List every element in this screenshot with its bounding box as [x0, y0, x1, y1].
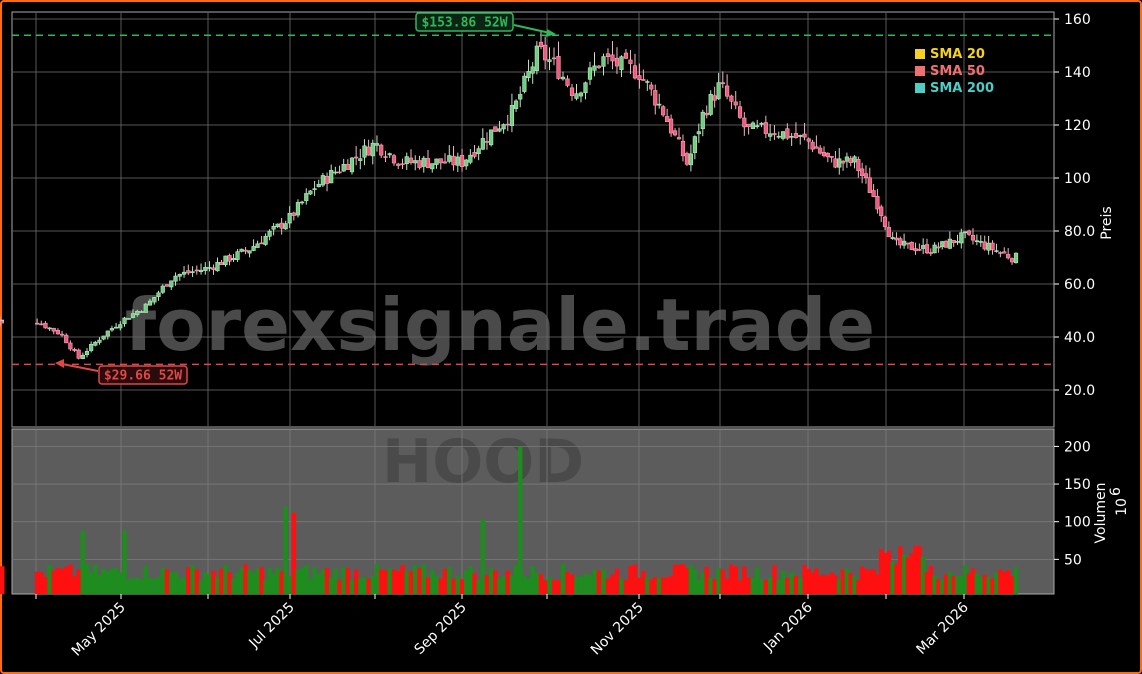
volume-y-tick: 200	[1064, 439, 1091, 455]
price-y-tick: 40.0	[1064, 330, 1095, 346]
volume-unit-label: 10 6	[1108, 487, 1130, 516]
legend-label-sma50: SMA 50	[930, 64, 985, 79]
high-52w-label: $153.86 52W	[421, 16, 507, 31]
price-y-axis: 20.0 40.0 60.0 80.0 100 120 140 160	[1053, 12, 1095, 427]
x-tick-label: Nov 2025	[588, 600, 647, 659]
price-y-tick: 120	[1064, 118, 1091, 134]
legend-label-sma200: SMA 200	[930, 81, 994, 96]
price-y-tick: 160	[1064, 12, 1091, 28]
price-axis-title: Preis	[1099, 206, 1115, 239]
watermark-text: forexsignale.trade	[125, 283, 875, 367]
x-tick-label: Sep 2025	[412, 600, 470, 658]
svg-text:10: 10	[1114, 498, 1130, 516]
x-tick-label: Jan 2026	[760, 599, 816, 655]
legend: SMA 20 SMA 50 SMA 200	[915, 47, 994, 96]
ticker-watermark: HOOD	[382, 427, 584, 497]
legend-label-sma20: SMA 20	[930, 47, 985, 62]
price-y-tick: 80.0	[1064, 224, 1095, 240]
high-52w-annotation: $153.86 52W	[415, 12, 556, 37]
price-y-tick: 140	[1064, 65, 1091, 81]
volume-bars	[0, 446, 1019, 594]
volume-y-tick: 150	[1064, 477, 1091, 493]
volume-axis-title: Volumen	[1093, 483, 1109, 544]
legend-swatch-sma20	[915, 49, 925, 59]
high-52w-arrow	[513, 24, 551, 34]
x-axis: May 2025 Jul 2025 Sep 2025 Nov 2025 Jan 2026…	[35, 594, 972, 660]
x-tick-label: May 2025	[69, 600, 129, 660]
price-y-tick: 60.0	[1064, 277, 1095, 293]
x-tick-label: Jul 2025	[246, 600, 298, 652]
volume-y-tick: 100	[1064, 515, 1091, 531]
price-y-tick: 20.0	[1064, 383, 1095, 399]
low-52w-annotation: $29.66 52W	[55, 359, 188, 385]
x-tick-label: Mar 2026	[913, 599, 971, 657]
volume-y-tick: 50	[1064, 552, 1082, 568]
candlesticks	[0, 30, 1019, 360]
svg-text:6: 6	[1108, 487, 1124, 496]
low-52w-arrow	[61, 363, 99, 372]
price-y-tick: 100	[1064, 171, 1091, 187]
legend-swatch-sma200	[915, 83, 925, 93]
low-52w-label: $29.66 52W	[104, 369, 182, 384]
legend-swatch-sma50	[915, 66, 925, 76]
volume-y-axis: 50 100 150 200	[1054, 439, 1091, 568]
